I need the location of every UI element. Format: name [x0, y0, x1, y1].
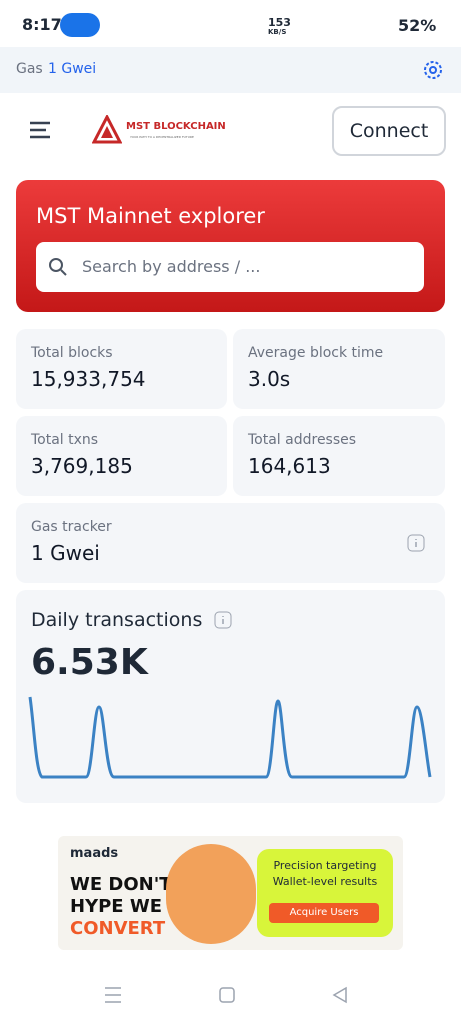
ad-headline: HYPE WE: [70, 896, 163, 917]
net-unit: KB/S: [268, 28, 287, 36]
menu-button[interactable]: [28, 120, 54, 140]
ad-panel: Precision targeting Wallet-level results…: [257, 849, 393, 937]
chart-label: Daily transactions: [31, 609, 203, 631]
battery: 52%: [398, 16, 437, 35]
stat-label: Total blocks: [31, 345, 113, 361]
gas-value: 1 Gwei: [48, 61, 97, 77]
hero-title: MST Mainnet explorer: [36, 204, 265, 228]
stat-value: 3,769,185: [31, 454, 133, 478]
nav-bar: [105, 986, 347, 1004]
ad-banner[interactable]: maads WE DON'T HYPE WE CONVERT Precision…: [58, 836, 403, 950]
logo-icon: [92, 115, 122, 144]
stat-value: 1 Gwei: [31, 541, 100, 565]
time: 8:17: [22, 15, 62, 34]
ad-headline: CONVERT: [70, 918, 166, 939]
logo-tagline: YOUR PATH TO A DECENTRALIZED FUTURE: [130, 135, 194, 139]
net-speed: 153: [268, 16, 291, 29]
nav-back[interactable]: [332, 986, 347, 1004]
stat-card: Total blocks 15,933,754: [16, 329, 227, 409]
gas-bar: Gas 1 Gwei: [0, 47, 461, 93]
ad-illustration: [166, 844, 256, 944]
stat-card: Average block time 3.0s: [233, 329, 445, 409]
gas-label: Gas: [16, 61, 43, 77]
search-placeholder: Search by address / ...: [82, 257, 261, 276]
connect-button[interactable]: Connect: [332, 106, 446, 156]
stat-label: Total addresses: [248, 432, 357, 448]
stat-value: 3.0s: [248, 367, 291, 391]
stat-label: Average block time: [248, 345, 384, 361]
stat-value: 15,933,754: [31, 367, 146, 391]
hotspot-icon: [60, 13, 100, 37]
stat-card: Total addresses 164,613: [233, 416, 445, 496]
info-icon[interactable]: [214, 611, 232, 629]
search-box[interactable]: Search by address / ...: [36, 242, 424, 292]
sparkline: [28, 696, 432, 779]
ad-brand: maads: [70, 846, 119, 861]
logo-text: MST BLOCKCHAIN: [126, 121, 226, 132]
stat-label: Total txns: [31, 432, 99, 448]
ad-button[interactable]: Acquire Users: [269, 903, 379, 923]
nav-recents[interactable]: [105, 987, 121, 1003]
hero-card: MST Mainnet explorer Search by address /…: [16, 180, 445, 312]
settings-icon[interactable]: [421, 58, 445, 82]
search-icon: [49, 258, 67, 276]
daily-transactions-card: Daily transactions 6.53K: [16, 590, 445, 803]
stat-label: Gas tracker: [31, 519, 112, 535]
ad-line: Wallet-level results: [272, 875, 378, 888]
ad-headline: WE DON'T: [70, 874, 172, 895]
nav-home[interactable]: [219, 987, 235, 1003]
stat-card: Total txns 3,769,185: [16, 416, 227, 496]
stat-value: 164,613: [248, 454, 331, 478]
info-icon[interactable]: [407, 534, 425, 552]
ad-line: Precision targeting: [273, 859, 377, 872]
chart-value: 6.53K: [31, 642, 148, 683]
status-bar: 8:17 153 KB/S 52%: [0, 0, 461, 47]
gas-tracker-card: Gas tracker 1 Gwei: [16, 503, 445, 583]
